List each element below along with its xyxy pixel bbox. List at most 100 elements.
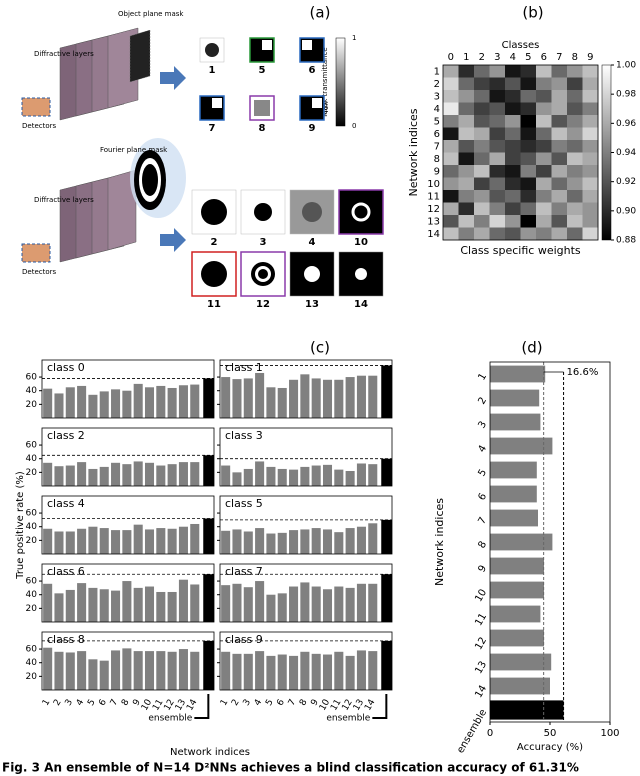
heat-cell [567,190,583,203]
bar [144,586,155,622]
heat-cell [458,90,475,103]
heat-cell [567,127,583,141]
label: Object plane mask [118,10,184,18]
bar [356,526,366,554]
heat-cell [536,77,552,91]
heat-cell [458,115,475,128]
heat-cell [505,115,521,128]
ensemble-bar [203,378,214,418]
heat-cell [474,202,490,216]
heat-cell [489,115,506,128]
panel-name: class 3 [225,429,263,442]
y-tick-label: 2 [434,79,440,90]
heat-cell [551,190,568,203]
mask-number: 4 [309,237,316,248]
heat-cell [551,102,568,116]
heat-cell [536,65,552,78]
mask-shape [302,202,322,222]
colorbar [601,64,612,241]
colorbar-tick-label: 0.98 [616,90,636,100]
bar [156,651,166,690]
y-tick-label: 12 [473,636,489,653]
plot-frame [41,359,215,419]
ensemble-bar [381,640,392,690]
heat-cell [489,202,506,216]
y-tick-label: 2 [476,396,489,407]
heat-cell [582,140,599,153]
heat-cell [536,102,552,116]
mask-number: 5 [259,65,266,76]
scale-label: 40λ [322,101,330,114]
heat-cell [458,177,475,191]
panel-name: class 2 [47,429,85,442]
bar [144,651,155,690]
bar [221,651,231,690]
bar [122,464,132,486]
heat-cell [520,77,537,91]
y-tick-label: 40 [26,658,38,668]
heat-cell [489,140,506,153]
bar [311,465,321,486]
heat-cell [489,177,506,191]
ensemble-bar [381,365,392,418]
x-tick-label: 0 [487,728,493,739]
bar [111,462,121,486]
label: Diffractive layers [34,50,94,58]
heat-cell [582,65,599,78]
chart-title: Classes [502,40,540,51]
bar [243,653,253,690]
bar [122,390,132,418]
bar [356,583,366,622]
heat-cell [443,215,459,228]
heat-cell [551,90,568,103]
bar [289,655,299,690]
plot-frame [41,631,215,691]
heat-cell [458,65,475,78]
bar [144,387,155,418]
bar [490,557,544,575]
heat-cell [551,140,568,153]
ensemble-bracket [194,694,210,719]
x-tick-label: 0 [448,52,454,63]
bar [277,654,287,690]
mask-thumbnail [338,189,384,235]
bar [255,528,265,554]
ensemble-label: ensemble [326,714,370,724]
y-tick-label: 7 [476,516,489,527]
bar [144,462,155,486]
heat-cell [582,165,599,178]
panel-label: (c) [310,339,330,357]
heat-cell [443,165,459,178]
heat-cell [567,90,583,103]
bar [345,587,355,622]
bar [266,594,276,622]
heat-cell [536,215,552,228]
mask-shape [355,268,367,280]
heat-cell [505,202,521,216]
heat-cell [551,202,568,216]
bar [99,528,109,554]
heat-cell [520,202,537,216]
bar [356,375,366,418]
colorbar-tick-label: 0.96 [616,119,636,129]
y-tick-label: 13 [473,660,489,677]
y-tick-label: 60 [26,577,38,587]
bar [111,389,121,418]
y-tick-label: 6 [434,129,440,140]
mask-number: 12 [256,299,270,310]
panel-name: class 1 [225,361,263,374]
bar [178,462,188,486]
y-tick-label: ensemble [455,708,489,756]
bar [322,379,333,418]
mask-number: 11 [207,299,221,310]
panel-name: class 9 [225,633,263,646]
bar [300,651,310,690]
bar [490,509,538,527]
heat-cell [582,202,599,216]
colorbar-tick-label: 0.94 [616,148,636,158]
ensemble-bar [381,458,392,486]
bar [156,528,166,554]
x-tick-label: 7 [109,698,121,708]
bar [54,531,64,554]
bar [190,523,200,554]
